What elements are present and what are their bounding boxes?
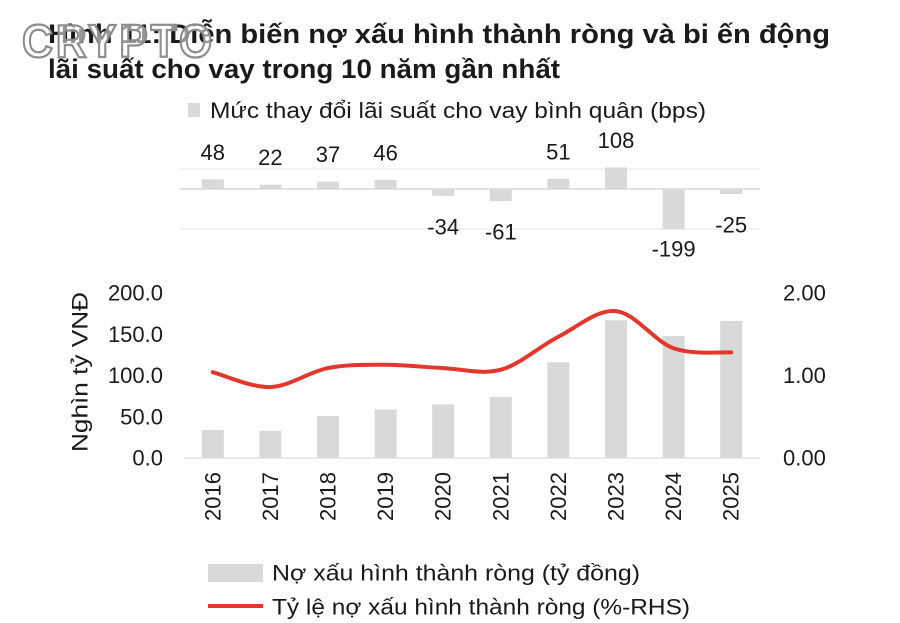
upper-bar	[432, 189, 455, 196]
upper-bar	[374, 179, 397, 189]
y2-tick-label: 0.00	[783, 446, 826, 471]
lower-bar	[605, 320, 627, 458]
lower-bar	[489, 396, 512, 458]
upper-data-labels: 48 22 37 46 -34 -61 51 108 -199 -25	[201, 128, 748, 262]
line-point	[556, 334, 561, 339]
line-point	[268, 385, 273, 389]
upper-data-label: -199	[652, 237, 696, 262]
y-tick-label: 150.0	[108, 322, 163, 347]
lower-bar	[317, 415, 339, 458]
lower-bars	[201, 320, 743, 458]
upper-legend-swatch	[188, 103, 200, 117]
x-tick-label: 2020	[431, 472, 456, 521]
upper-data-label: -34	[427, 214, 459, 239]
legend-line-label: Tỷ lệ nợ xấu hình thành ròng (%-RHS)	[272, 595, 690, 620]
upper-data-label: 22	[258, 145, 282, 170]
lower-bar	[432, 404, 455, 458]
upper-data-label: 48	[201, 140, 225, 165]
lower-bar	[259, 430, 282, 458]
legend-bar-label: Nợ xấu hình thành ròng (tỷ đồng)	[272, 561, 640, 586]
lower-bar	[720, 321, 743, 458]
line-point	[211, 370, 215, 375]
y-tick-label: 50.0	[120, 404, 163, 429]
x-tick-label: 2022	[546, 472, 571, 521]
upper-bar	[259, 184, 282, 189]
left-axis-ticks: 0.0 50.0 100.0 150.0 200.0	[108, 281, 163, 471]
line-point	[441, 366, 446, 370]
x-tick-label: 2023	[604, 472, 629, 521]
line-point	[729, 350, 733, 355]
y-tick-label: 0.0	[132, 446, 163, 471]
y2-tick-label: 1.00	[783, 363, 826, 388]
upper-data-label: 108	[598, 128, 635, 153]
y-axis-title: Nghìn tỷ VNĐ	[68, 292, 93, 452]
y2-tick-label: 2.00	[783, 281, 826, 306]
line-point	[671, 346, 676, 351]
upper-legend-label: Mức thay đổi lãi suất cho vay bình quân …	[210, 98, 706, 123]
line-point	[383, 362, 388, 367]
chart-title-line-2: lãi suất cho vay trong 10 năm gần nhất	[48, 54, 560, 84]
x-axis-ticks: 2016 2017 2018 2019 2020 2021 2022 2023 2024 2025	[200, 472, 743, 521]
upper-legend: Mức thay đổi lãi suất cho vay bình quân …	[188, 98, 706, 123]
upper-bars	[201, 167, 743, 229]
line-point	[326, 366, 330, 370]
line-point	[614, 309, 618, 313]
lower-bar	[662, 335, 685, 458]
y-tick-label: 200.0	[108, 281, 163, 306]
lower-legend: Nợ xấu hình thành ròng (tỷ đồng) Tỷ lệ n…	[208, 561, 690, 620]
x-tick-label: 2025	[719, 472, 744, 521]
watermark: CRYPTO	[22, 15, 215, 67]
series-line	[210, 309, 734, 390]
upper-bar	[547, 178, 570, 189]
upper-bar	[720, 189, 743, 194]
x-tick-label: 2017	[258, 472, 283, 521]
x-tick-label: 2016	[200, 472, 225, 521]
x-tick-label: 2021	[488, 472, 513, 521]
upper-bar	[605, 167, 627, 189]
x-tick-label: 2019	[373, 472, 398, 521]
legend-bar-swatch	[208, 564, 263, 582]
lower-bar	[547, 362, 570, 458]
upper-data-label: 37	[316, 142, 340, 167]
upper-bar	[317, 181, 339, 189]
upper-data-label: -25	[715, 213, 747, 238]
y-tick-label: 100.0	[108, 363, 163, 388]
lower-line-series	[210, 309, 734, 390]
upper-data-label: -61	[485, 220, 517, 245]
lower-bar	[374, 409, 397, 458]
upper-bar	[662, 189, 685, 229]
x-tick-label: 2018	[316, 472, 341, 521]
upper-bar	[489, 189, 512, 202]
line-point	[499, 367, 503, 372]
right-axis-ticks: 0.00 1.00 2.00	[783, 281, 826, 471]
chart-title-line-1: Hình 11: Diễn biến nợ xấu hình thành ròn…	[48, 18, 830, 49]
x-tick-label: 2024	[661, 472, 686, 521]
upper-data-label: 51	[546, 139, 570, 164]
lower-bar	[201, 429, 224, 458]
upper-data-label: 46	[373, 140, 397, 165]
upper-bar	[201, 179, 224, 189]
